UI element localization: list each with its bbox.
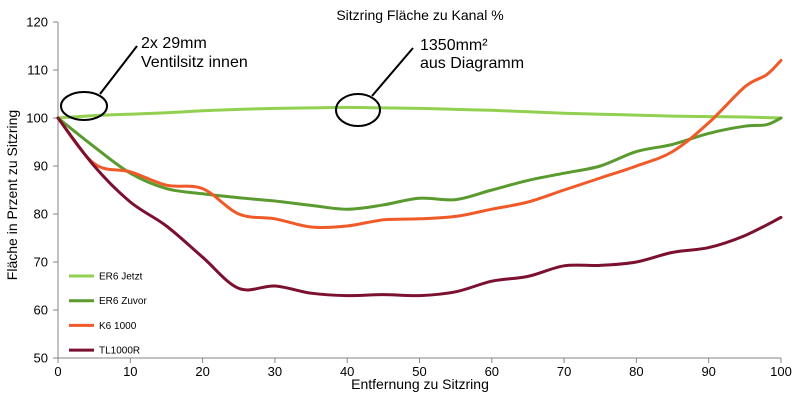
- y-tick-label: 80: [34, 207, 48, 222]
- callout-leader-line: [99, 45, 138, 95]
- legend-label: TL1000R: [99, 346, 140, 357]
- annotation-text: 2x 29mm: [141, 35, 207, 52]
- y-tick-label: 60: [34, 303, 48, 318]
- callout-ellipse: [60, 91, 108, 121]
- y-tick-label: 90: [34, 159, 48, 174]
- x-tick-label: 60: [485, 364, 499, 379]
- y-tick-label: 100: [26, 111, 48, 126]
- series-line-tl1000r: [56, 116, 783, 298]
- y-axis-title: Fläche in Przent zu Sitzring: [4, 110, 20, 280]
- series-layer: [56, 58, 783, 298]
- x-tick-label: 80: [629, 364, 643, 379]
- callout-ellipse: [335, 93, 381, 127]
- y-tick-label: 70: [34, 255, 48, 270]
- legend-label: ER6 Zuvor: [99, 296, 147, 307]
- annotation-text: 1350mm²: [420, 37, 488, 54]
- annotation-text: Ventilsitz innen: [141, 54, 248, 71]
- y-tick-label: 120: [26, 15, 48, 30]
- x-tick-label: 0: [54, 364, 61, 379]
- y-tick-label: 110: [27, 63, 48, 78]
- annotation-text: aus Diagramm: [420, 55, 524, 72]
- series-line-er6-zuvor: [56, 116, 783, 211]
- axes: 50 60 70 80 90 100 110 120 0 10 20 30 40 50 60 70 80 90 10…: [26, 15, 792, 380]
- y-tick-label: 50: [34, 351, 48, 366]
- legend: ER6 Jetzt ER6 Zuvor K6 1000 TL1000R: [69, 272, 147, 357]
- callout-leader-line: [371, 47, 414, 97]
- x-tick-label: 10: [123, 364, 137, 379]
- x-axis-title: Entfernung zu Sitzring: [351, 376, 489, 392]
- legend-label: ER6 Jetzt: [99, 272, 143, 283]
- x-tick-label: 70: [557, 364, 571, 379]
- x-tick-label: 90: [701, 364, 715, 379]
- x-tick-label: 30: [268, 364, 282, 379]
- legend-label: K6 1000: [99, 321, 137, 332]
- x-tick-label: 40: [340, 364, 354, 379]
- series-line-er6-jetzt: [56, 105, 783, 120]
- x-tick-label: 20: [195, 364, 209, 379]
- chart-title: Sitzring Fläche zu Kanal %: [336, 7, 503, 23]
- x-tick-label: 100: [770, 364, 792, 379]
- x-tick-label: 50: [412, 364, 426, 379]
- series-line-k6-1000: [56, 58, 783, 230]
